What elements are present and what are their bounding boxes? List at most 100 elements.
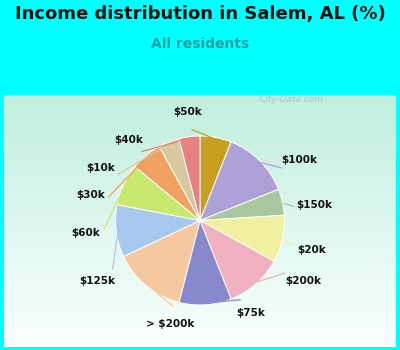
Bar — [4, 248, 396, 251]
Bar — [4, 158, 396, 160]
Bar — [4, 185, 396, 188]
Bar — [4, 319, 396, 321]
Bar — [4, 142, 396, 145]
Bar — [4, 253, 396, 256]
Bar — [4, 137, 396, 140]
Bar — [4, 284, 396, 286]
Wedge shape — [200, 142, 278, 220]
Bar — [4, 170, 396, 173]
Bar — [4, 117, 396, 120]
Bar — [4, 135, 396, 137]
Bar — [4, 326, 396, 329]
Bar — [4, 266, 396, 268]
Text: $75k: $75k — [236, 308, 265, 319]
Text: City-Data.com: City-Data.com — [260, 94, 324, 104]
Bar — [4, 220, 396, 223]
Wedge shape — [200, 189, 284, 220]
Bar — [4, 256, 396, 258]
Bar — [4, 294, 396, 296]
Text: $150k: $150k — [296, 200, 332, 210]
Bar — [4, 258, 396, 261]
Bar — [4, 276, 396, 279]
Wedge shape — [200, 220, 274, 299]
Bar — [4, 208, 396, 210]
Bar — [4, 228, 396, 231]
Text: > $200k: > $200k — [146, 318, 195, 329]
Bar — [4, 238, 396, 241]
Bar — [4, 99, 396, 102]
Bar — [4, 301, 396, 304]
Bar — [4, 233, 396, 236]
Bar — [4, 153, 396, 155]
Bar — [4, 268, 396, 271]
Bar — [4, 291, 396, 294]
Text: All residents: All residents — [151, 37, 249, 51]
Bar — [4, 203, 396, 205]
Bar — [4, 155, 396, 158]
Bar — [4, 329, 396, 331]
Bar — [4, 130, 396, 132]
Bar — [4, 304, 396, 306]
Bar — [4, 195, 396, 198]
Bar — [4, 160, 396, 162]
Bar — [4, 102, 396, 105]
Bar — [4, 314, 396, 316]
Bar — [4, 311, 396, 314]
Bar — [4, 218, 396, 220]
Bar — [4, 223, 396, 225]
Bar — [4, 271, 396, 273]
Text: $40k: $40k — [114, 135, 143, 145]
Wedge shape — [179, 136, 200, 220]
Bar — [4, 296, 396, 299]
Bar — [4, 336, 396, 339]
Bar — [4, 342, 396, 344]
Bar — [4, 180, 396, 183]
Bar — [4, 205, 396, 208]
Text: $10k: $10k — [86, 163, 115, 173]
Bar — [4, 193, 396, 195]
Bar — [4, 339, 396, 342]
Bar — [4, 263, 396, 266]
Wedge shape — [200, 136, 231, 220]
Bar — [4, 210, 396, 213]
Bar — [4, 150, 396, 153]
Bar — [4, 140, 396, 142]
Bar — [4, 261, 396, 263]
Bar — [4, 216, 396, 218]
Bar — [4, 225, 396, 228]
Bar — [4, 97, 396, 99]
Text: $20k: $20k — [297, 245, 326, 255]
Bar — [4, 251, 396, 253]
Bar — [4, 94, 396, 97]
Bar — [4, 165, 396, 168]
Bar — [4, 243, 396, 246]
Wedge shape — [116, 205, 200, 257]
Text: $30k: $30k — [76, 190, 104, 200]
Bar — [4, 120, 396, 122]
Bar — [4, 122, 396, 125]
Bar — [4, 321, 396, 324]
Bar — [4, 107, 396, 110]
Bar — [4, 183, 396, 185]
Wedge shape — [124, 220, 200, 302]
Bar — [4, 162, 396, 165]
Bar — [4, 173, 396, 175]
Bar — [4, 132, 396, 135]
Bar — [4, 175, 396, 178]
Bar — [4, 127, 396, 130]
Bar — [4, 112, 396, 115]
Bar — [4, 178, 396, 180]
Bar — [4, 306, 396, 309]
Bar — [4, 168, 396, 170]
Wedge shape — [135, 146, 200, 220]
Text: $200k: $200k — [285, 276, 321, 286]
Bar — [4, 299, 396, 301]
Bar — [4, 241, 396, 243]
Bar — [4, 110, 396, 112]
Bar — [4, 286, 396, 288]
Bar — [4, 190, 396, 193]
Bar — [4, 334, 396, 336]
Bar — [4, 281, 396, 284]
Text: $100k: $100k — [282, 155, 318, 164]
Bar — [4, 309, 396, 311]
